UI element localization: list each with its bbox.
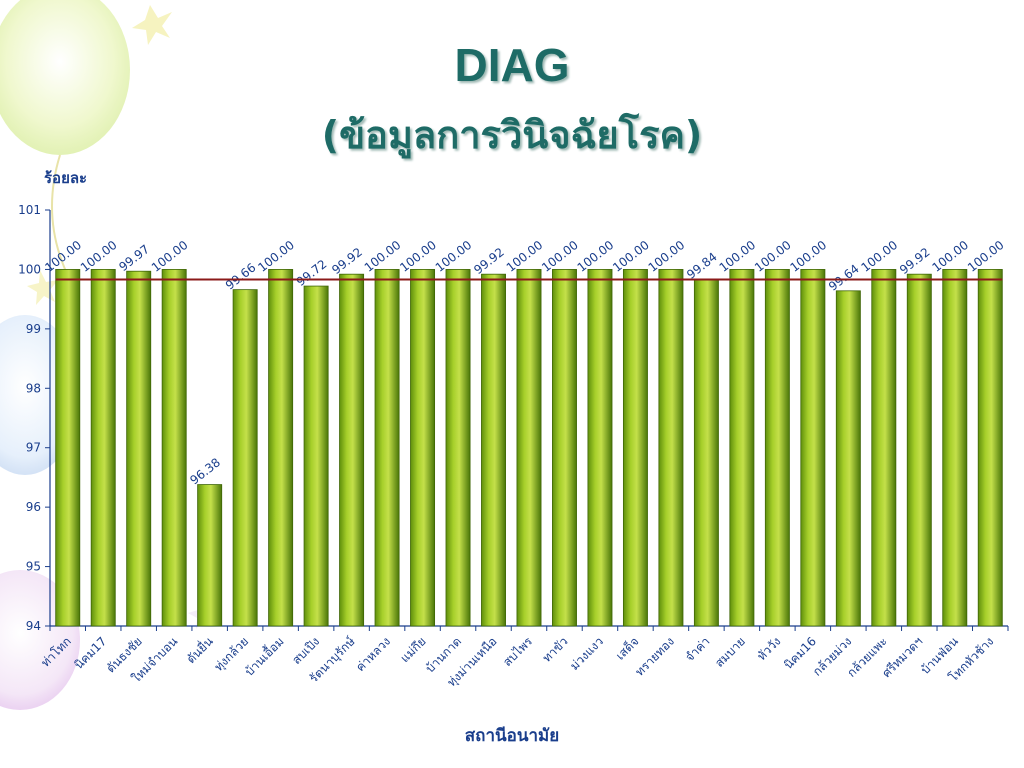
y-tick-label: 97	[26, 441, 41, 455]
x-tick-label: สบไพร	[500, 634, 535, 669]
bar	[55, 269, 81, 627]
bar	[800, 269, 826, 627]
data-label: 99.72	[294, 257, 330, 289]
bar	[729, 269, 755, 627]
bar	[161, 269, 187, 627]
bar	[622, 269, 648, 627]
x-tick-label: ทรายทอง	[632, 634, 677, 679]
y-axis-label: ร้อยละ	[44, 169, 88, 187]
bar	[268, 269, 294, 627]
data-label: 99.92	[329, 245, 365, 277]
data-label: 99.92	[471, 245, 507, 277]
bar	[232, 289, 258, 627]
bar	[90, 269, 116, 627]
bar	[871, 269, 897, 627]
bar	[942, 269, 968, 627]
data-label: 99.64	[826, 262, 862, 294]
x-tick-label: สบเปิง	[289, 634, 322, 667]
y-tick-label: 96	[26, 500, 41, 514]
bar	[977, 269, 1003, 627]
data-label: 99.97	[116, 242, 152, 274]
data-label: 96.38	[187, 455, 223, 487]
x-tick-label: ท่าโทก	[38, 634, 74, 670]
x-tick-label: ม่วงแงว	[567, 634, 606, 673]
y-tick-label: 98	[26, 381, 41, 395]
bar	[197, 484, 223, 627]
y-tick-label: 94	[26, 619, 41, 633]
y-tick-label: 100	[18, 262, 41, 276]
x-tick-label: สมบาย	[712, 634, 748, 670]
bar	[481, 273, 506, 627]
bar	[587, 269, 613, 627]
bar	[126, 270, 152, 627]
x-tick-label: แม่กึย	[398, 634, 429, 665]
bar	[552, 269, 577, 627]
y-tick-label: 95	[26, 560, 41, 574]
x-tick-label: ดันยื่น	[182, 633, 215, 666]
balloon-green	[0, 0, 130, 155]
bar	[303, 285, 329, 627]
page-title: DIAG	[454, 39, 570, 91]
bar	[339, 273, 365, 627]
bar	[906, 273, 932, 627]
x-tick-label: บ้านเอื้อม	[241, 633, 287, 679]
data-label: 99.66	[223, 260, 259, 292]
balloon-string	[51, 154, 71, 281]
x-tick-label: ค่าหลวง	[353, 634, 393, 674]
bar	[658, 269, 684, 627]
x-tick-label: ทาขัว	[540, 634, 571, 665]
x-tick-label: จำค่า	[682, 634, 712, 664]
bar	[374, 269, 400, 627]
bar	[445, 269, 471, 627]
data-label: 99.84	[684, 250, 720, 282]
y-tick-label: 99	[26, 322, 41, 336]
data-label: 99.92	[897, 245, 933, 277]
bar	[693, 278, 719, 627]
x-tick-label: หัววัง	[754, 634, 783, 663]
y-tick-label: 101	[18, 203, 41, 217]
page-subtitle: (ข้อมูลการวินิจฉัยโรค)	[321, 113, 703, 157]
bar	[764, 269, 790, 627]
star-decoration	[132, 5, 172, 45]
bar	[835, 290, 861, 627]
x-axis-label: สถานีอนามัย	[464, 726, 560, 746]
bar	[516, 269, 542, 627]
bar	[410, 269, 436, 627]
x-tick-label: เสด็จ	[612, 634, 641, 663]
